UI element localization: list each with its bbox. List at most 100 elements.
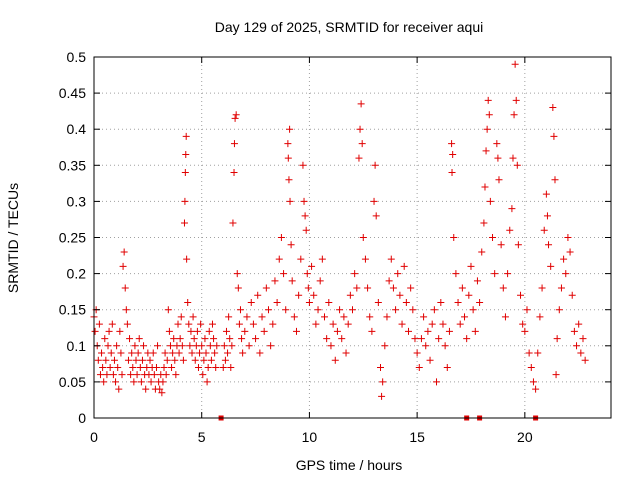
data-point [238,335,246,343]
data-point [394,270,402,278]
data-point [110,356,118,364]
data-point [147,378,155,386]
data-point [430,306,438,314]
x-tick-label: 20 [517,429,533,445]
data-point [196,349,204,357]
data-point [243,313,251,321]
data-point [159,378,167,386]
data-point [504,270,512,278]
data-point [178,342,186,350]
data-point [233,270,241,278]
data-point [170,335,178,343]
data-point [269,320,277,328]
data-point [295,291,303,299]
data-point [239,349,247,357]
plot-frame [93,56,612,419]
x-tick-label: 5 [198,429,206,445]
data-point [175,349,183,357]
data-point [133,371,141,379]
data-point [400,262,408,270]
data-point [543,212,551,220]
data-point [573,342,581,350]
data-point [415,363,423,371]
data-point [484,96,492,104]
data-point [94,356,102,364]
y-axis-label: SRMTID / TECUs [5,183,21,293]
data-point [473,277,481,285]
data-point [538,284,546,292]
data-point [183,255,191,263]
data-point [264,306,272,314]
data-point [482,147,490,155]
data-point [389,284,397,292]
data-point [95,320,103,328]
data-point [179,356,187,364]
data-point [514,241,522,249]
data-point [194,363,202,371]
data-point [104,342,112,350]
data-point [205,327,213,335]
data-point [493,140,501,148]
data-point [138,356,146,364]
data-point [108,320,116,328]
x-tick-label: 0 [90,429,98,445]
data-point [545,241,553,249]
data-point [114,363,122,371]
data-point [356,125,364,133]
data-point [286,197,294,205]
data-point [435,335,443,343]
data-point [299,161,307,169]
data-point [288,277,296,285]
data-point [452,270,460,278]
data-point [424,327,432,335]
data-point [197,320,205,328]
data-point [358,140,366,148]
data-point [158,389,166,397]
data-point [254,291,262,299]
data-point [316,277,324,285]
data-point [340,313,348,321]
data-point [275,255,283,263]
data-point [188,349,196,357]
data-point [454,298,462,306]
data-point [230,169,238,177]
data-point [467,262,475,270]
data-point [285,176,293,184]
data-point [491,270,499,278]
data-point [471,327,479,335]
data-point [220,342,228,350]
axis-ticks: 0 0.05 0.1 0.15 0.2 0.25 0.3 0.35 0.4 0.45 0.5 0 5 10… [59,49,611,445]
data-point [501,313,509,321]
data-point [292,327,300,335]
data-point [483,125,491,133]
data-point [124,356,132,364]
data-point [121,284,129,292]
data-point [164,306,172,314]
data-point [182,150,190,158]
data-point [349,306,356,314]
data-point [181,169,189,177]
data-point [99,363,107,371]
data-point [171,356,179,364]
data-point [135,335,143,343]
data-point [191,356,199,364]
data-point [318,255,326,263]
data-point [271,277,279,285]
data-point [527,363,535,371]
data-point [286,125,294,133]
data-point [184,298,192,306]
data-point [494,154,502,162]
data-point [331,356,339,364]
data-point [169,349,177,357]
data-point [413,349,421,357]
data-point [160,363,168,371]
data-point [198,342,206,350]
data-point [542,190,550,198]
data-point [417,335,425,343]
data-point [409,306,417,314]
data-point [552,371,560,379]
data-point [333,327,341,335]
data-point [267,342,275,350]
data-point [364,284,372,292]
